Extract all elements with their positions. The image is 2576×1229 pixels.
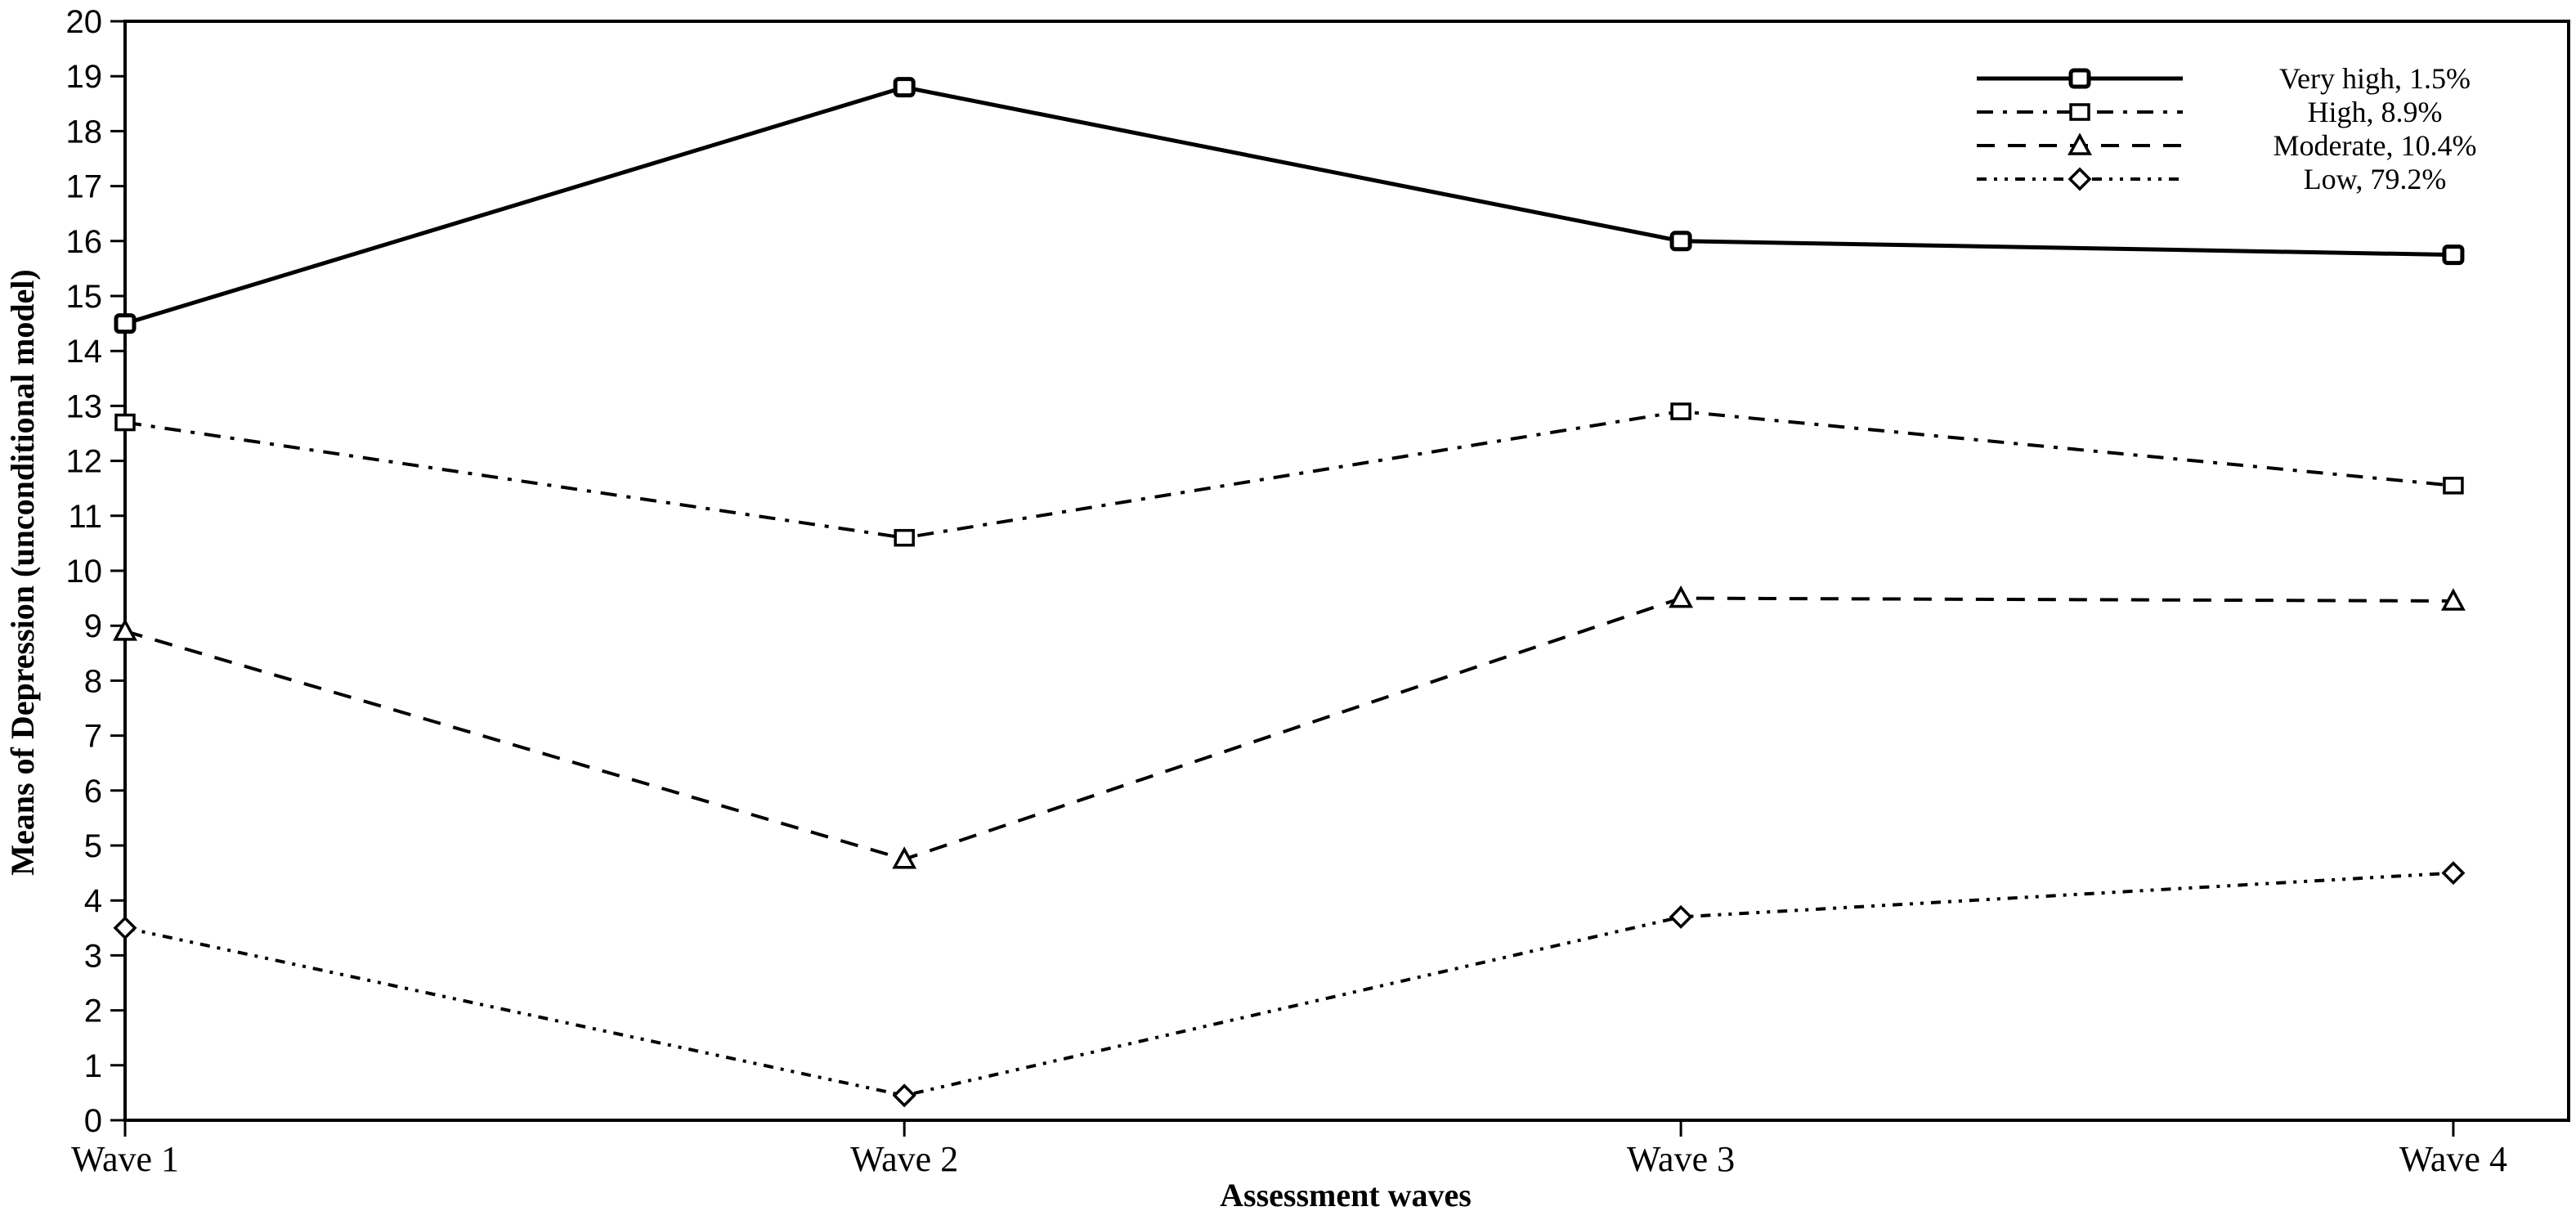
data-point-marker-very-high <box>893 77 916 98</box>
legend-row-high: High, 8.9% <box>1977 96 2567 128</box>
y-tick-label: 5 <box>84 828 102 864</box>
legend-label-very-high: Very high, 1.5% <box>2279 62 2471 95</box>
legend-line-sample-low <box>1977 167 2183 191</box>
data-point-marker-low <box>2441 861 2466 886</box>
x-tick-label: Wave 3 <box>1627 1139 1735 1179</box>
legend-row-moderate: Moderate, 10.4% <box>1977 129 2567 162</box>
series-line-moderate <box>124 596 2453 861</box>
y-tick-label: 1 <box>84 1048 102 1084</box>
series-line-high <box>124 410 2454 540</box>
y-tick-label: 11 <box>68 499 102 535</box>
legend-label-moderate: Moderate, 10.4% <box>2273 129 2477 162</box>
data-point-marker-very-high <box>2442 244 2465 266</box>
x-tick-label: Wave 4 <box>2399 1139 2507 1179</box>
legend-label-high: High, 8.9% <box>2307 96 2443 128</box>
legend: Very high, 1.5% High, 8.9% Moderate, 10.4%… <box>1977 62 2567 196</box>
data-point-marker-moderate <box>113 618 137 641</box>
x-tick-label: Wave 2 <box>850 1139 958 1179</box>
y-tick-label: 16 <box>66 224 103 260</box>
data-point-marker-moderate <box>892 846 917 869</box>
legend-line-sample-high <box>1977 103 2183 121</box>
y-tick-label: 2 <box>84 994 102 1029</box>
data-point-marker-very-high <box>114 313 137 334</box>
series-line-low <box>124 871 2454 1097</box>
data-point-marker-high <box>114 413 136 432</box>
x-tick-label: Wave 1 <box>71 1139 179 1179</box>
data-point-marker-low <box>113 916 137 940</box>
y-tick-label: 3 <box>84 938 102 974</box>
x-axis-title: Assessment waves <box>1220 1177 1472 1213</box>
y-tick-label: 7 <box>84 719 102 755</box>
legend-marker-moderate <box>2068 132 2092 155</box>
y-tick-label: 15 <box>66 279 103 315</box>
data-point-marker-very-high <box>1669 231 1692 252</box>
data-point-marker-moderate <box>2440 588 2466 611</box>
series-line-very-high <box>124 85 2453 325</box>
legend-label-low: Low, 79.2% <box>2303 163 2447 195</box>
y-tick-label: 12 <box>66 444 103 480</box>
data-point-marker-high <box>2443 477 2464 495</box>
data-point-marker-low <box>1669 904 1693 929</box>
y-tick-label: 8 <box>84 663 102 699</box>
y-tick-label: 13 <box>66 388 103 424</box>
y-axis-title: Means of Depression (unconditional model… <box>4 269 41 876</box>
y-tick-label: 19 <box>66 59 103 95</box>
legend-marker-high <box>2069 103 2090 121</box>
data-point-marker-high <box>1670 402 1691 420</box>
data-point-marker-high <box>894 528 915 547</box>
legend-row-very-high: Very high, 1.5% <box>1977 62 2567 95</box>
legend-marker-low <box>2068 167 2092 191</box>
data-point-marker-moderate <box>1669 585 1694 608</box>
legend-line-sample-very-high <box>1977 68 2183 89</box>
legend-row-low: Low, 79.2% <box>1977 163 2567 195</box>
data-series <box>113 77 2466 1108</box>
y-tick-label: 10 <box>66 554 103 590</box>
y-tick-label: 18 <box>66 114 103 150</box>
legend-line-sample-moderate <box>1977 132 2183 155</box>
y-tick-label: 9 <box>84 608 102 644</box>
y-tick-label: 20 <box>66 4 103 40</box>
y-tick-label: 14 <box>66 334 103 370</box>
data-point-marker-low <box>892 1083 916 1108</box>
y-tick-label: 0 <box>84 1103 102 1139</box>
y-tick-label: 17 <box>66 169 103 205</box>
y-tick-label: 6 <box>84 774 102 810</box>
y-tick-label: 4 <box>84 883 102 919</box>
legend-marker-very-high <box>2068 68 2091 89</box>
